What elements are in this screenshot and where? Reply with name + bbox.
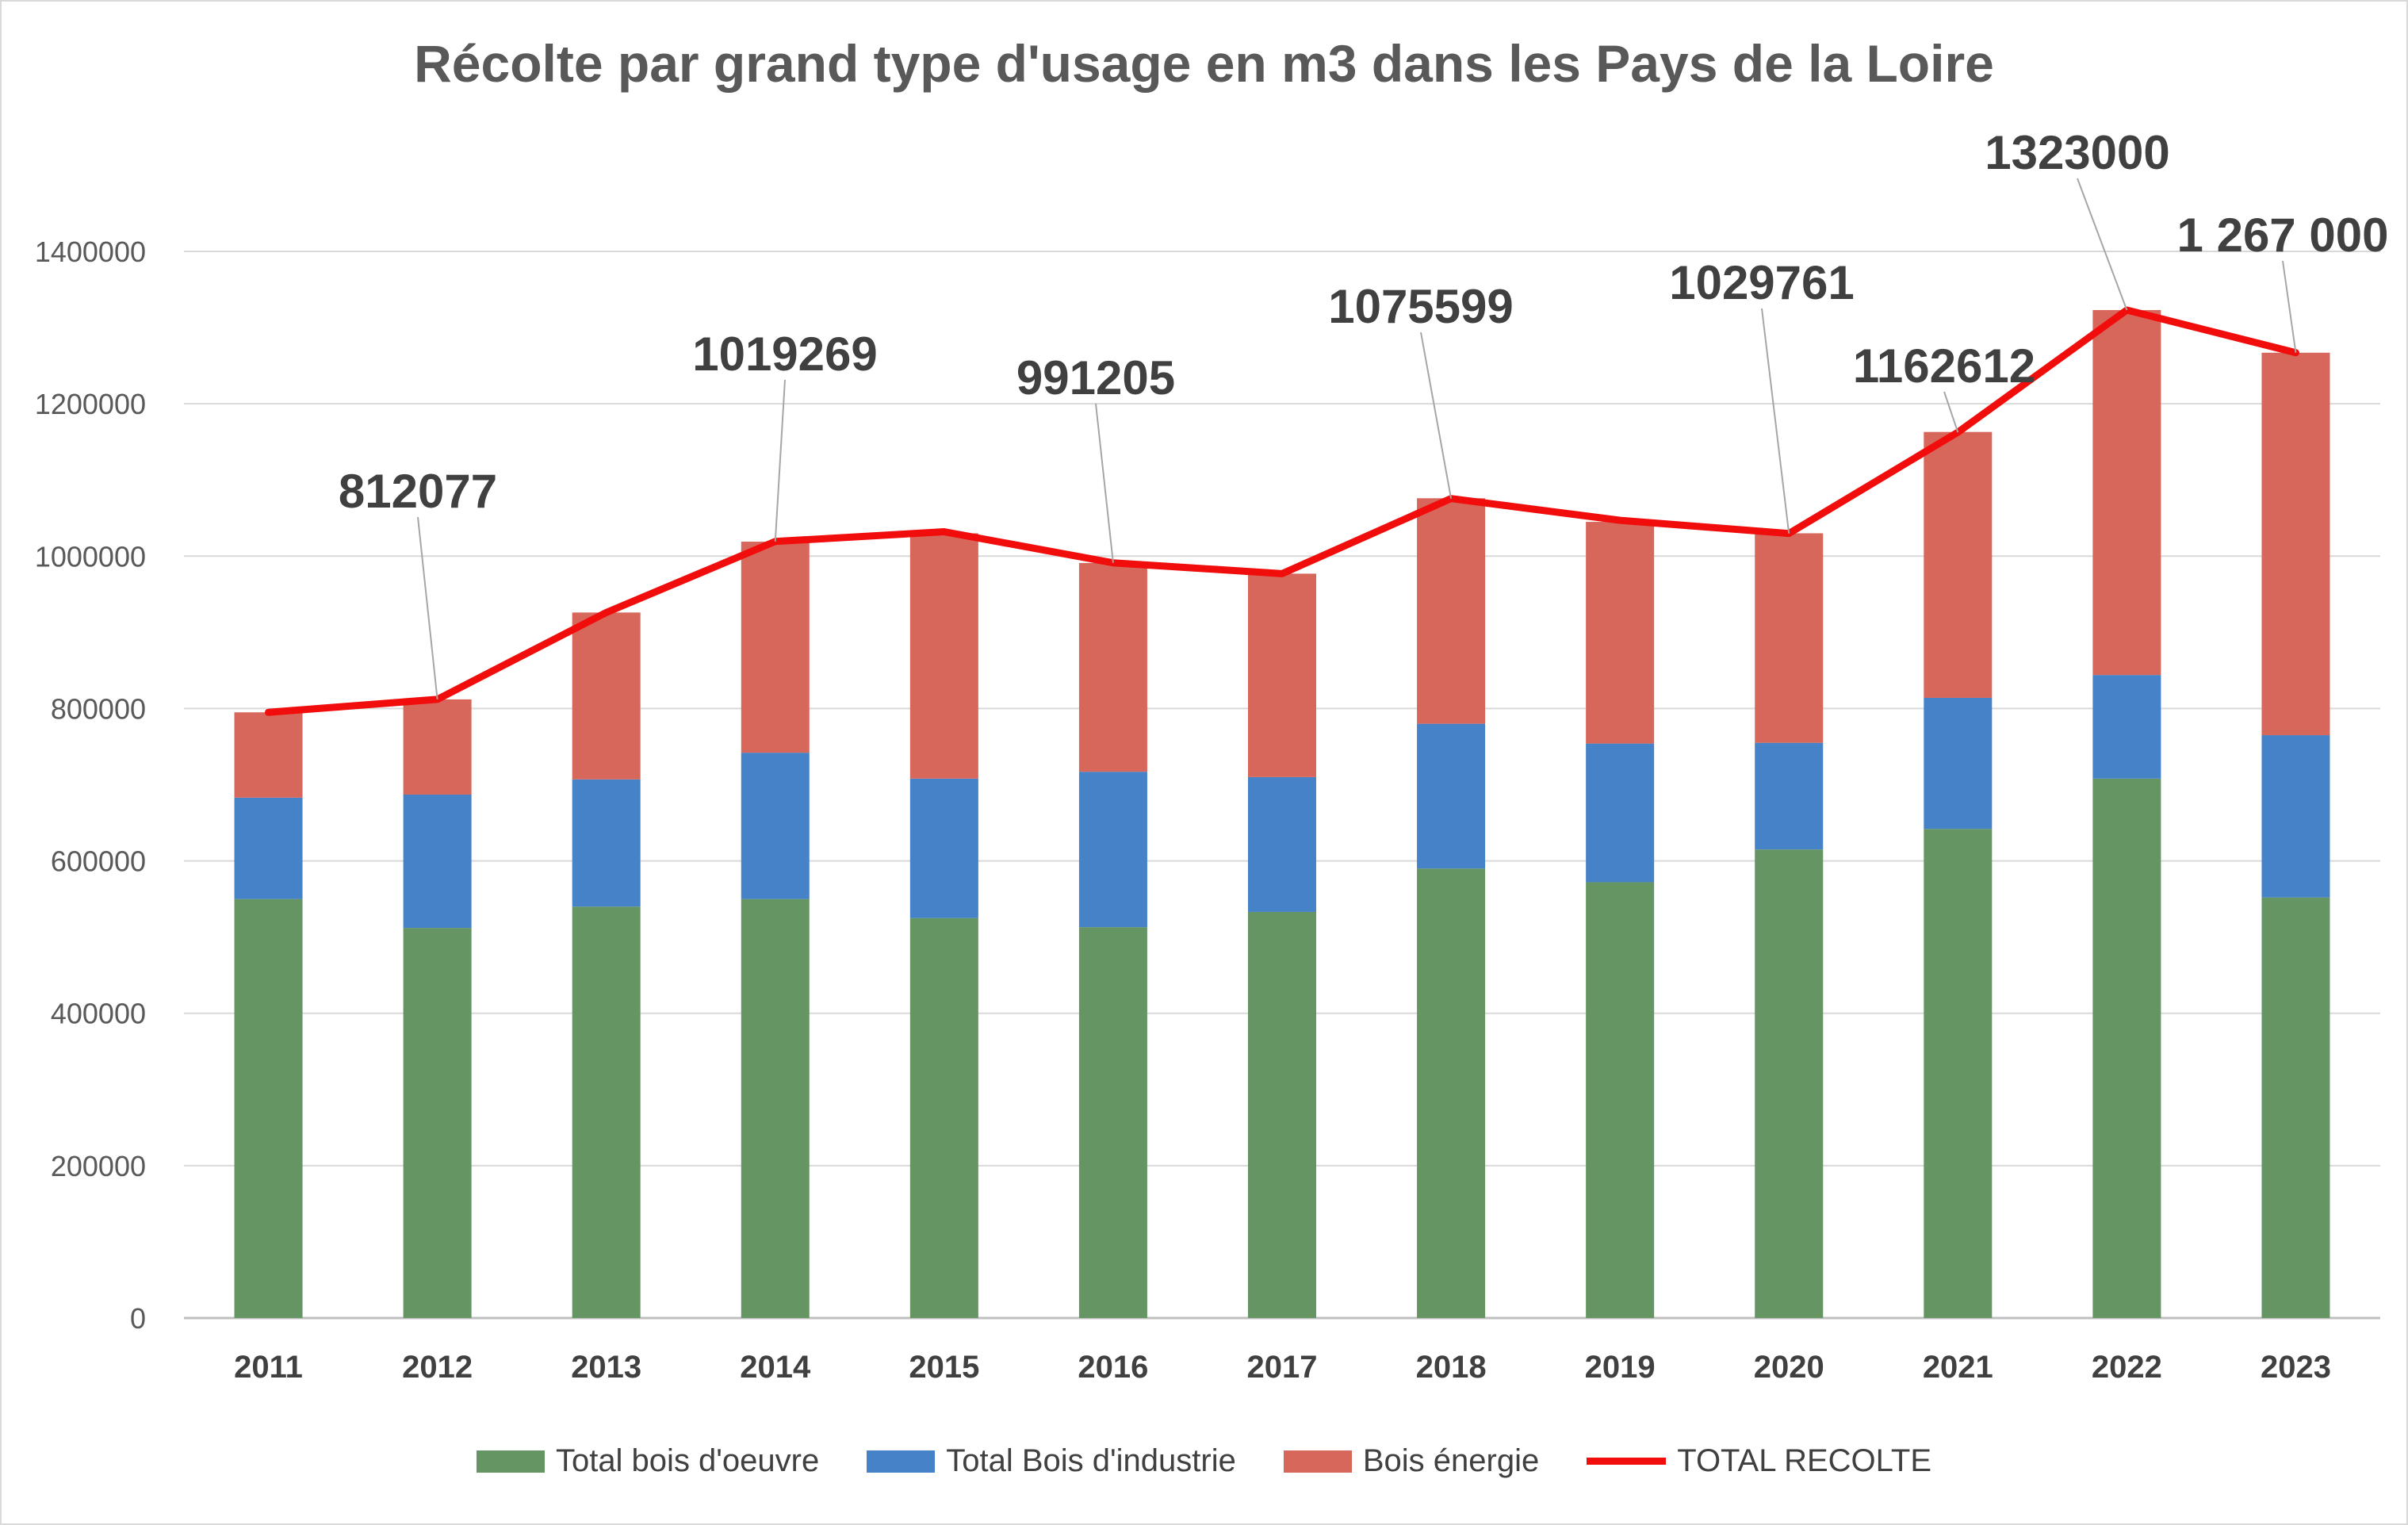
y-tick-label: 400000 — [51, 998, 146, 1030]
legend-label: Total bois d'oeuvre — [555, 1443, 820, 1478]
legend-item-bois-industrie: Total Bois d'industrie — [867, 1443, 1236, 1479]
bar-segment — [403, 699, 472, 795]
bar-segment — [741, 899, 810, 1318]
bar-segment — [2261, 352, 2330, 736]
bar-segment — [1417, 868, 1486, 1318]
legend-item-bois-oeuvre: Total bois d'oeuvre — [476, 1443, 820, 1479]
y-tick-label: 600000 — [51, 845, 146, 878]
data-label: 812077 — [339, 465, 497, 518]
annotation-leader-line — [1761, 308, 1790, 534]
bar-segment — [1755, 742, 1824, 850]
bar-segment — [403, 794, 472, 929]
annotation-leader-line — [774, 379, 786, 542]
bar-segment — [2092, 309, 2161, 676]
data-label: 1075599 — [1328, 280, 1514, 333]
bar-segment — [572, 612, 641, 780]
bar-segment — [1248, 776, 1316, 912]
bar-segment — [1586, 522, 1655, 744]
x-tick-label: 2021 — [1923, 1350, 1993, 1385]
bar-segment — [909, 918, 978, 1318]
legend-label: Bois énergie — [1362, 1443, 1540, 1478]
chart-title: Récolte par grand type d'usage en m3 dan… — [414, 34, 1994, 93]
y-tick-label: 1400000 — [35, 236, 146, 268]
x-tick-label: 2019 — [1585, 1350, 1656, 1385]
x-tick-label: 2011 — [234, 1350, 303, 1385]
annotation-leader-line — [1095, 403, 1114, 563]
data-label: 1162612 — [1853, 339, 2035, 393]
annotation-leader-line — [417, 516, 438, 699]
bar-segment — [1586, 743, 1655, 883]
bar-segment — [572, 779, 641, 907]
bar-segment — [2261, 735, 2330, 898]
bar-segment — [1755, 849, 1824, 1318]
data-label: 991205 — [1016, 351, 1175, 404]
bar-segment — [1078, 562, 1147, 772]
bar-segment — [909, 778, 978, 918]
x-tick-label: 2022 — [2092, 1350, 2162, 1385]
data-label: 1029761 — [1669, 256, 1855, 309]
legend-line-swatch — [1587, 1458, 1667, 1465]
legend-swatch — [1283, 1450, 1352, 1473]
bar-segment — [2092, 778, 2161, 1318]
y-tick-label: 1200000 — [35, 388, 146, 420]
bar-segment — [1755, 533, 1824, 743]
bar-segment — [1078, 927, 1147, 1318]
bar-segment — [234, 797, 303, 899]
bar-segment — [1924, 697, 1993, 830]
legend-item-total-recolte: TOTAL RECOLTE — [1587, 1443, 1931, 1479]
annotation-leader-line — [2282, 260, 2297, 353]
bar-segment — [2261, 897, 2330, 1318]
data-label: 1323000 — [1985, 126, 2170, 179]
bar-segment — [1924, 431, 1993, 698]
annotation-leader-line — [1420, 331, 1453, 499]
legend-swatch — [476, 1450, 545, 1473]
y-tick-label: 200000 — [51, 1150, 146, 1182]
x-tick-label: 2013 — [571, 1350, 641, 1385]
bar-segment — [741, 753, 810, 899]
x-tick-label: 2023 — [2261, 1350, 2331, 1385]
bar-segment — [1248, 911, 1316, 1318]
x-tick-label: 2016 — [1078, 1350, 1148, 1385]
y-tick-label: 0 — [130, 1302, 146, 1335]
bar-segment — [572, 906, 641, 1318]
x-tick-label: 2017 — [1247, 1350, 1318, 1385]
data-label: 1019269 — [692, 328, 878, 381]
bar-segment — [1924, 829, 1993, 1318]
bar-segment — [1248, 573, 1316, 777]
x-tick-label: 2012 — [402, 1350, 473, 1385]
bar-segment — [2092, 675, 2161, 779]
bar-segment — [741, 542, 810, 753]
bar-segment — [1417, 723, 1486, 869]
legend-label: Total Bois d'industrie — [946, 1443, 1236, 1478]
bar-segment — [403, 928, 472, 1318]
bar-segment — [234, 899, 303, 1318]
data-label: 1 267 000 — [2177, 209, 2389, 262]
legend-item-bois-energie: Bois énergie — [1283, 1443, 1540, 1479]
bar-segment — [1078, 772, 1147, 928]
annotation-leader-line — [1943, 391, 1959, 433]
legend-swatch — [867, 1450, 936, 1473]
y-tick-label: 800000 — [51, 692, 146, 725]
bar-segment — [1417, 498, 1486, 724]
x-tick-label: 2014 — [740, 1350, 811, 1385]
legend: Total bois d'oeuvre Total Bois d'industr… — [2, 1443, 2406, 1479]
y-tick-label: 1000000 — [35, 540, 146, 573]
annotation-leader-line — [2077, 178, 2128, 311]
bar-segment — [1586, 882, 1655, 1318]
x-tick-label: 2015 — [909, 1350, 979, 1385]
x-tick-label: 2020 — [1754, 1350, 1824, 1385]
bar-segment — [234, 712, 303, 798]
bar-segment — [909, 533, 978, 779]
legend-label: TOTAL RECOLTE — [1677, 1443, 1932, 1478]
x-tick-label: 2018 — [1416, 1350, 1487, 1385]
